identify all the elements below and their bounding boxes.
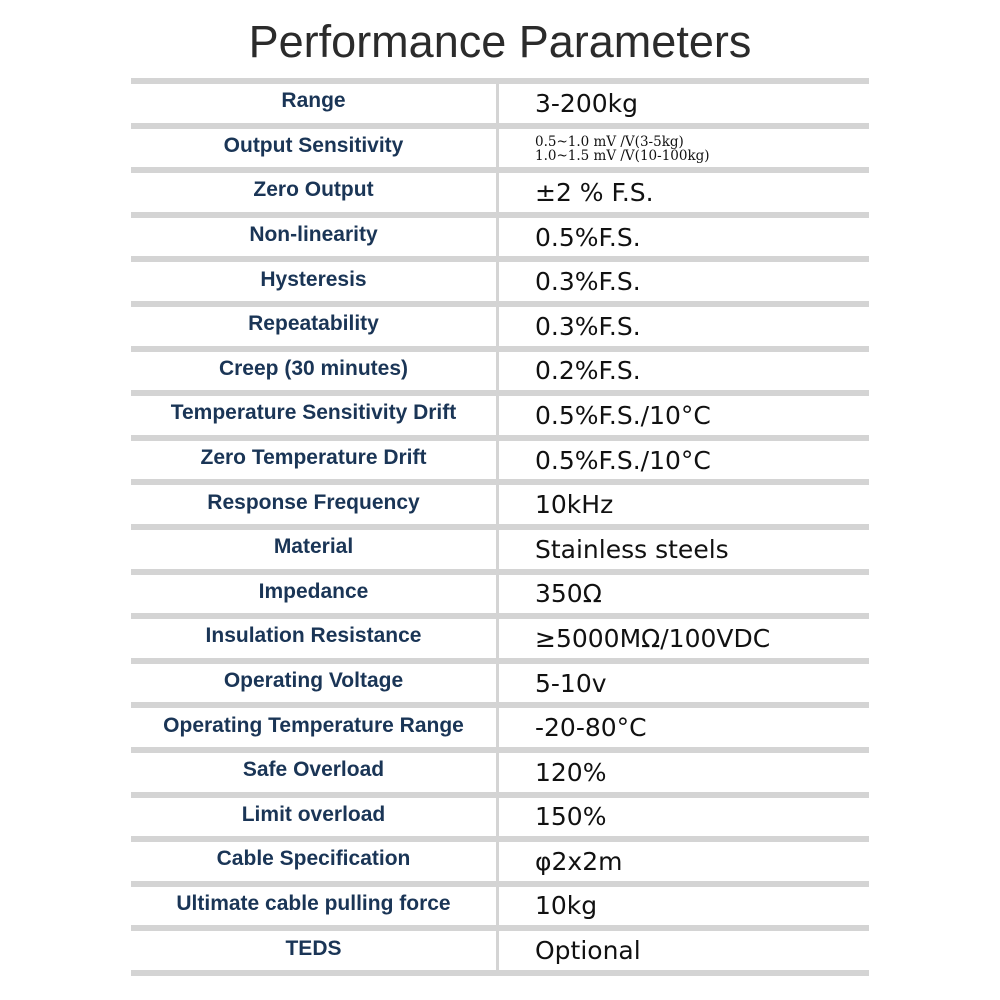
param-name: Operating Voltage — [131, 663, 499, 703]
param-name: Range — [131, 84, 499, 123]
table-row: Ultimate cable pulling force 10kg — [131, 886, 869, 932]
param-value: 0.2%F.S. — [535, 356, 641, 386]
param-value: 0.3%F.S. — [535, 267, 641, 297]
param-name: TEDS — [131, 931, 499, 970]
table-row: Non-linearity 0.5%F.S. — [131, 217, 869, 263]
param-value: 350Ω — [535, 579, 602, 609]
param-value: 5-10v — [535, 668, 607, 698]
param-value: 10kg — [535, 891, 598, 921]
table-row: Temperature Sensitivity Drift 0.5%F.S./1… — [131, 396, 869, 441]
table-row: Zero Temperature Drift 0.5%F.S./10°C — [131, 440, 869, 486]
table-row: Impedance 350Ω — [131, 574, 869, 620]
param-name: Safe Overload — [131, 752, 499, 792]
param-value: 0.5~1.0 mV /V(3-5kg) 1.0~1.5 mV /V(10-10… — [499, 129, 869, 168]
table-row: Material Stainless steels — [131, 529, 869, 575]
param-name: Repeatability — [131, 306, 499, 346]
table-row: Output Sensitivity 0.5~1.0 mV /V(3-5kg) … — [131, 128, 869, 174]
param-name: Zero Temperature Drift — [131, 440, 499, 480]
param-name: Insulation Resistance — [131, 619, 499, 658]
table-row: Range 3-200kg — [131, 84, 869, 129]
param-name: Zero Output — [131, 173, 499, 212]
table-row: Operating Voltage 5-10v — [131, 663, 869, 709]
param-name: Response Frequency — [131, 485, 499, 524]
table-row: Safe Overload 120% — [131, 752, 869, 798]
param-name: Output Sensitivity — [131, 128, 499, 168]
param-name: Cable Specification — [131, 842, 499, 881]
param-value: 10kHz — [535, 490, 614, 520]
table-row: Hysteresis 0.3%F.S. — [131, 262, 869, 307]
param-value: 0.5%F.S. — [535, 222, 641, 252]
param-value-line: 0.5~1.0 mV /V(3-5kg) — [535, 133, 684, 150]
table-row: Limit overload 150% — [131, 797, 869, 843]
param-value: Stainless steels — [535, 534, 729, 564]
param-value: 120% — [535, 757, 607, 787]
param-name: Creep (30 minutes) — [131, 351, 499, 391]
table-row: Cable Specification φ2x2m — [131, 842, 869, 887]
param-name: Operating Temperature Range — [131, 708, 499, 747]
table-row: Zero Output ±2 % F.S. — [131, 173, 869, 218]
param-value: ≥5000MΩ/100VDC — [535, 623, 771, 653]
param-value: ±2 % F.S. — [535, 177, 654, 207]
table-row: Response Frequency 10kHz — [131, 485, 869, 530]
page-title: Performance Parameters — [248, 16, 752, 67]
param-value: 3-200kg — [535, 88, 638, 118]
table-row: Creep (30 minutes) 0.2%F.S. — [131, 351, 869, 397]
table-row: Operating Temperature Range -20-80°C — [131, 708, 869, 753]
param-value: 0.5%F.S./10°C — [535, 445, 711, 475]
param-name: Non-linearity — [131, 217, 499, 257]
param-name: Hysteresis — [131, 262, 499, 301]
spec-table: Range 3-200kg Output Sensitivity 0.5~1.0… — [131, 78, 869, 976]
table-row: TEDS Optional — [131, 931, 869, 976]
table-row: Insulation Resistance ≥5000MΩ/100VDC — [131, 619, 869, 664]
table-row: Repeatability 0.3%F.S. — [131, 306, 869, 352]
param-value: 0.5%F.S./10°C — [535, 400, 711, 430]
param-name: Material — [131, 529, 499, 569]
param-value: 150% — [535, 802, 607, 832]
param-value: Optional — [535, 936, 641, 966]
param-value: -20-80°C — [535, 713, 647, 743]
param-name: Limit overload — [131, 797, 499, 837]
param-name: Impedance — [131, 574, 499, 614]
param-value-line: 1.0~1.5 mV /V(10-100kg) — [535, 147, 710, 164]
param-name: Temperature Sensitivity Drift — [131, 396, 499, 435]
param-value: φ2x2m — [535, 846, 623, 876]
param-name: Ultimate cable pulling force — [131, 886, 499, 926]
param-value: 0.3%F.S. — [535, 311, 641, 341]
